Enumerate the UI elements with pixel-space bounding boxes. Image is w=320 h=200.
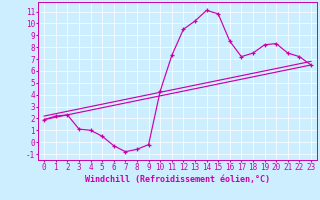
X-axis label: Windchill (Refroidissement éolien,°C): Windchill (Refroidissement éolien,°C) — [85, 175, 270, 184]
